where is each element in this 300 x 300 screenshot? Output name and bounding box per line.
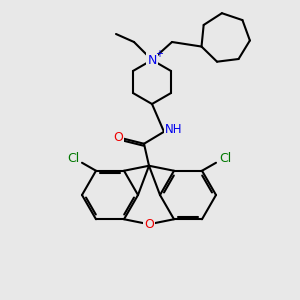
- Text: N: N: [147, 53, 157, 67]
- Text: O: O: [144, 218, 154, 231]
- Text: Cl: Cl: [219, 152, 231, 165]
- Text: NH: NH: [165, 123, 183, 136]
- Text: +: +: [155, 49, 163, 59]
- Text: Cl: Cl: [67, 152, 79, 165]
- Text: O: O: [113, 131, 123, 144]
